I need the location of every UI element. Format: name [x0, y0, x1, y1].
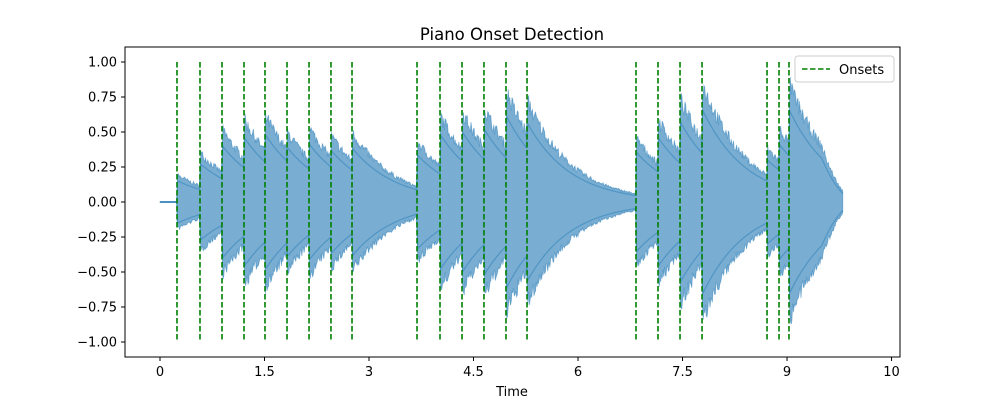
legend-onsets-label: Onsets: [839, 63, 884, 78]
y-tick-label: −0.75: [77, 301, 117, 316]
x-tick-label: 6: [574, 365, 582, 380]
legend-box: [794, 55, 895, 83]
y-tick-label: 0.25: [88, 161, 117, 176]
x-tick-label: 7.5: [672, 365, 693, 380]
x-tick-label: 9: [783, 365, 791, 380]
waveform: [159, 77, 844, 325]
y-tick-label: 0.00: [88, 196, 117, 211]
x-tick-label: 4.5: [463, 365, 484, 380]
y-axis: 1.00 0.75 0.50 0.25 0.00 −0.25 −0.50 −0.75 −1.00: [77, 56, 125, 351]
waveform-envelope: [159, 77, 844, 325]
y-tick-label: 0.75: [88, 91, 117, 106]
waveform-inner-lower: [160, 201, 844, 295]
x-tick-label: 1.5: [254, 365, 275, 380]
onset-lines: [176, 62, 790, 342]
waveform-inner-upper: [160, 109, 844, 203]
y-tick-label: −0.50: [77, 266, 117, 281]
x-axis-label: Time: [495, 385, 528, 400]
y-tick-label: 0.50: [88, 126, 117, 141]
x-axis: 0 1.5 3 4.5 6 7.5 9 10: [156, 357, 900, 380]
y-tick-label: −1.00: [77, 336, 117, 351]
chart-title: Piano Onset Detection: [420, 25, 604, 44]
y-tick-label: 1.00: [88, 56, 117, 71]
y-tick-label: −0.25: [77, 231, 117, 246]
x-tick-label: 0: [156, 365, 164, 380]
legend: Onsets: [794, 55, 895, 83]
x-tick-label: 10: [883, 365, 900, 380]
x-tick-label: 3: [365, 365, 373, 380]
